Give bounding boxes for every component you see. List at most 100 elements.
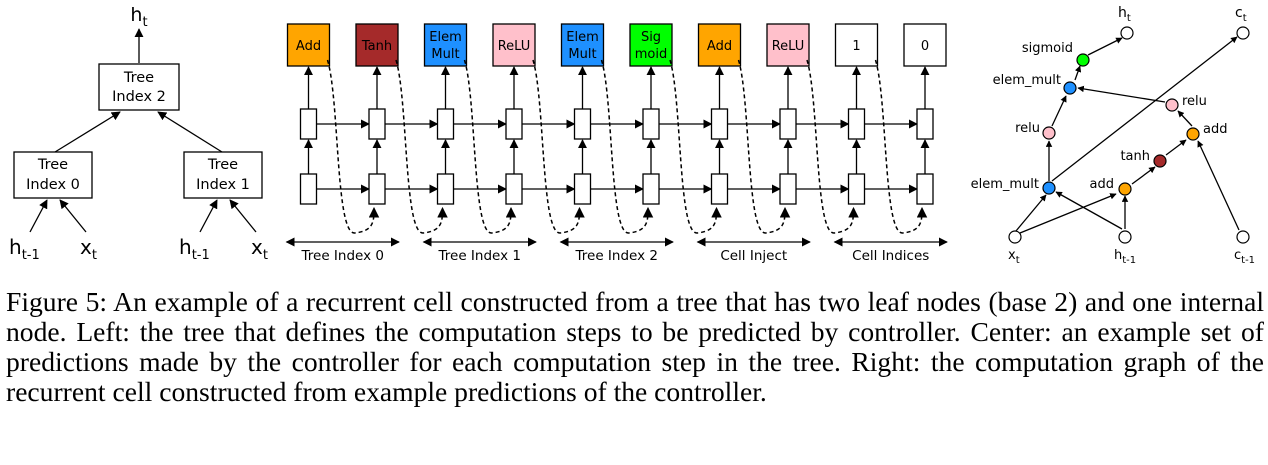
graph-node-ct [1236,26,1250,40]
prediction-box [629,23,673,67]
graph-node-ct1 [1236,230,1250,244]
feedback-dashed-arrow [874,59,928,234]
graph-node-elem-mult-bottom [1042,181,1056,195]
graph-node-elem-mult-top [1063,81,1077,95]
prediction-label: Tanh [361,39,392,54]
tree-panel: ht Tree Index 2 Tree Index 0 Tree Index … [9,4,268,263]
lstm-cell [642,173,660,205]
graph-label-xt: xt [1008,248,1020,266]
graph-node-sigmoid [1076,53,1090,67]
group-label: Tree Index 0 [301,248,384,264]
lstm-cell [916,108,934,140]
prediction-label: Elem [429,30,462,45]
tree-leaf-h-right: ht-1 [179,235,210,263]
figure: ht Tree Index 2 Tree Index 0 Tree Index … [9,4,1255,266]
tree-left-box [13,151,93,199]
tree-right-label-line2: Index 1 [196,177,250,193]
feedback-dashed-arrow [463,59,517,234]
tree-root-label-line1: Tree [123,70,154,86]
prediction-label: 0 [921,39,929,54]
tree-leaf-x-right: xt [251,235,268,263]
prediction-label: ReLU [772,39,805,54]
prediction-label: moid [635,47,667,62]
prediction-box [697,23,742,67]
graph-node-ht1 [1118,230,1132,244]
graph-node-add-right [1186,127,1200,141]
lstm-cell [710,108,729,140]
lstm-cell [299,173,318,205]
prediction-label: Add [707,39,732,54]
lstm-cell [573,108,592,140]
lstm-cell [573,173,592,205]
tree-leaf-h-left: ht-1 [9,235,40,263]
feedback-dashed-arrow [326,59,380,234]
graph-node-tanh [1153,154,1167,168]
tree-root-label-line2: Index 2 [112,89,166,105]
graph-label-ct: ct [1235,5,1247,24]
prediction-label: 1 [852,39,860,54]
group-label: Cell Inject [720,248,787,264]
lstm-cell [505,108,523,140]
lstm-cell [779,108,797,140]
graph-node-xt [1008,230,1022,244]
graph-label-elem-mult-top: elem_mult [993,73,1061,88]
prediction-box [766,23,810,67]
feedback-dashed-arrow [737,59,791,234]
prediction-label: Add [296,39,321,54]
graph-node-relu-left [1042,126,1056,140]
graph-node-relu-right [1165,98,1179,112]
figure-caption: Figure 5: An example of a recurrent cell… [6,286,1264,407]
lstm-cell [505,173,523,205]
prediction-box [903,23,947,67]
tree-root-box [98,63,180,111]
graph-label-sigmoid: sigmoid [1022,41,1073,56]
feedback-dashed-arrow [532,59,585,234]
graph-panel: ht ct sigmoid elem_mult relu relu add ta… [971,5,1255,266]
feedback-dashed-arrow [600,59,654,234]
prediction-label: Mult [568,47,596,62]
lstm-cell [368,108,386,140]
tree-right-box [183,151,263,199]
graph-label-add-right: add [1203,122,1227,137]
prediction-box [834,23,879,67]
group-label: Tree Index 1 [438,248,521,264]
lstm-cell [847,173,866,205]
graph-node-add-bottom [1118,182,1132,196]
feedback-dashed-arrow [395,59,448,234]
tree-leaf-x-left: xt [80,235,97,263]
lstm-cell [779,173,797,205]
prediction-box [423,23,468,67]
tree-left-label-line1: Tree [37,157,68,173]
lstm-cell [436,173,455,205]
prediction-box [286,23,331,67]
prediction-box [560,23,605,67]
feedback-dashed-arrow [669,59,722,234]
prediction-label: Sig [641,30,661,45]
graph-label-elem-mult-bottom: elem_mult [971,177,1039,192]
graph-label-ct1: ct-1 [1234,248,1255,266]
controller-panel: Add Tanh Elem Mult ReLU Elem Mult Sig moid Add ReL… [285,23,948,264]
graph-label-ht1: ht-1 [1114,248,1136,266]
group-label: Tree Index 2 [575,248,658,264]
prediction-label: ReLU [498,39,531,54]
prediction-label: Mult [431,47,459,62]
graph-label-add-bottom: add [1090,177,1114,192]
graph-label-tanh: tanh [1120,149,1150,164]
lstm-cell [847,108,866,140]
tree-left-label-line2: Index 0 [26,177,80,193]
group-label: Cell Indices [852,248,929,264]
lstm-cell [368,173,386,205]
graph-label-ht: ht [1118,5,1131,24]
lstm-cell [299,108,318,140]
graph-label-relu-left: relu [1015,121,1040,136]
prediction-box [355,23,399,67]
tree-right-label-line1: Tree [207,157,238,173]
graph-label-relu-right: relu [1182,94,1207,109]
graph-node-ht [1120,26,1134,40]
prediction-box [492,23,536,67]
tree-output-label: ht [130,4,147,30]
lstm-cell [710,173,729,205]
lstm-cell [436,108,455,140]
lstm-cell [916,173,934,205]
feedback-dashed-arrow [806,59,859,234]
